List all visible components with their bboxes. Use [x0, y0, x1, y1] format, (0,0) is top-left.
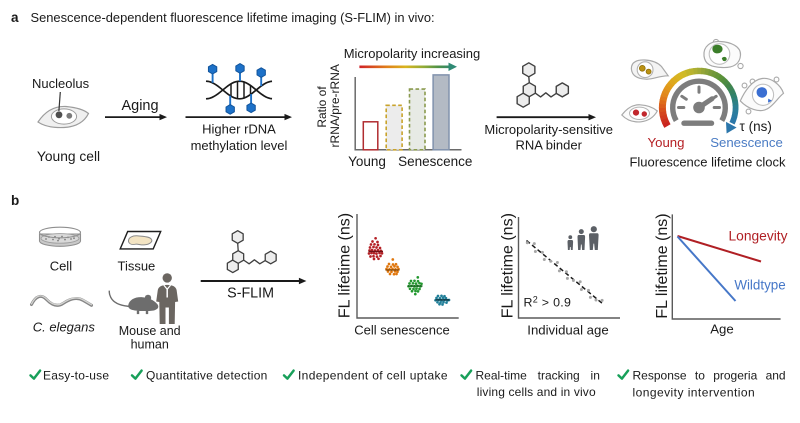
svg-text:Independent of cell uptake: Independent of cell uptake [298, 369, 448, 383]
svg-text:FL lifetime (ns): FL lifetime (ns) [337, 213, 354, 318]
svg-text:Mouse and: Mouse and [119, 324, 181, 338]
svg-text:Individual age: Individual age [527, 323, 608, 338]
svg-text:RNA binder: RNA binder [515, 138, 582, 153]
svg-text:Senescence: Senescence [710, 135, 783, 150]
svg-text:Young cell: Young cell [37, 149, 100, 164]
svg-text:longevity intervention: longevity intervention [633, 386, 756, 400]
svg-text:S-FLIM: S-FLIM [227, 286, 274, 302]
svg-text:Quantitative detection: Quantitative detection [146, 369, 268, 383]
svg-text:Tissue: Tissue [117, 259, 155, 274]
svg-text:Young: Young [348, 154, 386, 169]
svg-text:Micropolarity increasing: Micropolarity increasing [344, 46, 481, 61]
svg-text:FL lifetime (ns): FL lifetime (ns) [500, 213, 517, 318]
svg-text:Young: Young [648, 135, 685, 150]
svg-text:Higher rDNA: Higher rDNA [202, 122, 276, 137]
svg-text:Ratio of: Ratio of [315, 86, 329, 128]
svg-text:Cell: Cell [50, 259, 73, 274]
svg-text:τ (ns): τ (ns) [740, 119, 772, 134]
svg-text:Micropolarity-sensitive: Micropolarity-sensitive [484, 122, 613, 137]
svg-text:Age: Age [710, 322, 733, 337]
svg-text:Senescence-dependent fluoresce: Senescence-dependent fluorescence lifeti… [31, 10, 435, 25]
svg-text:Response to progeria and: Response to progeria and [633, 369, 786, 383]
svg-text:human: human [131, 338, 169, 352]
svg-text:C. elegans: C. elegans [33, 320, 96, 335]
svg-text:rRNA/pre-rRNA: rRNA/pre-rRNA [328, 64, 342, 147]
svg-text:Cell senescence: Cell senescence [354, 323, 449, 338]
svg-text:Real-time tracking in: Real-time tracking in [476, 369, 600, 383]
svg-text:Aging: Aging [121, 98, 158, 114]
svg-text:Wildtype: Wildtype [734, 278, 785, 293]
svg-text:Senescence: Senescence [398, 154, 472, 169]
svg-text:R2 > 0.9: R2 > 0.9 [524, 294, 572, 309]
svg-text:methylation level: methylation level [191, 138, 288, 153]
svg-text:Easy-to-use: Easy-to-use [43, 369, 109, 383]
svg-text:FL lifetime (ns): FL lifetime (ns) [654, 213, 671, 318]
svg-text:a: a [11, 10, 19, 25]
svg-text:living cells and in vivo: living cells and in vivo [477, 385, 596, 399]
svg-text:b: b [11, 193, 19, 208]
svg-text:Fluorescence lifetime clock: Fluorescence lifetime clock [629, 155, 786, 170]
svg-text:Nucleolus: Nucleolus [32, 76, 90, 91]
svg-text:Longevity: Longevity [728, 228, 787, 243]
